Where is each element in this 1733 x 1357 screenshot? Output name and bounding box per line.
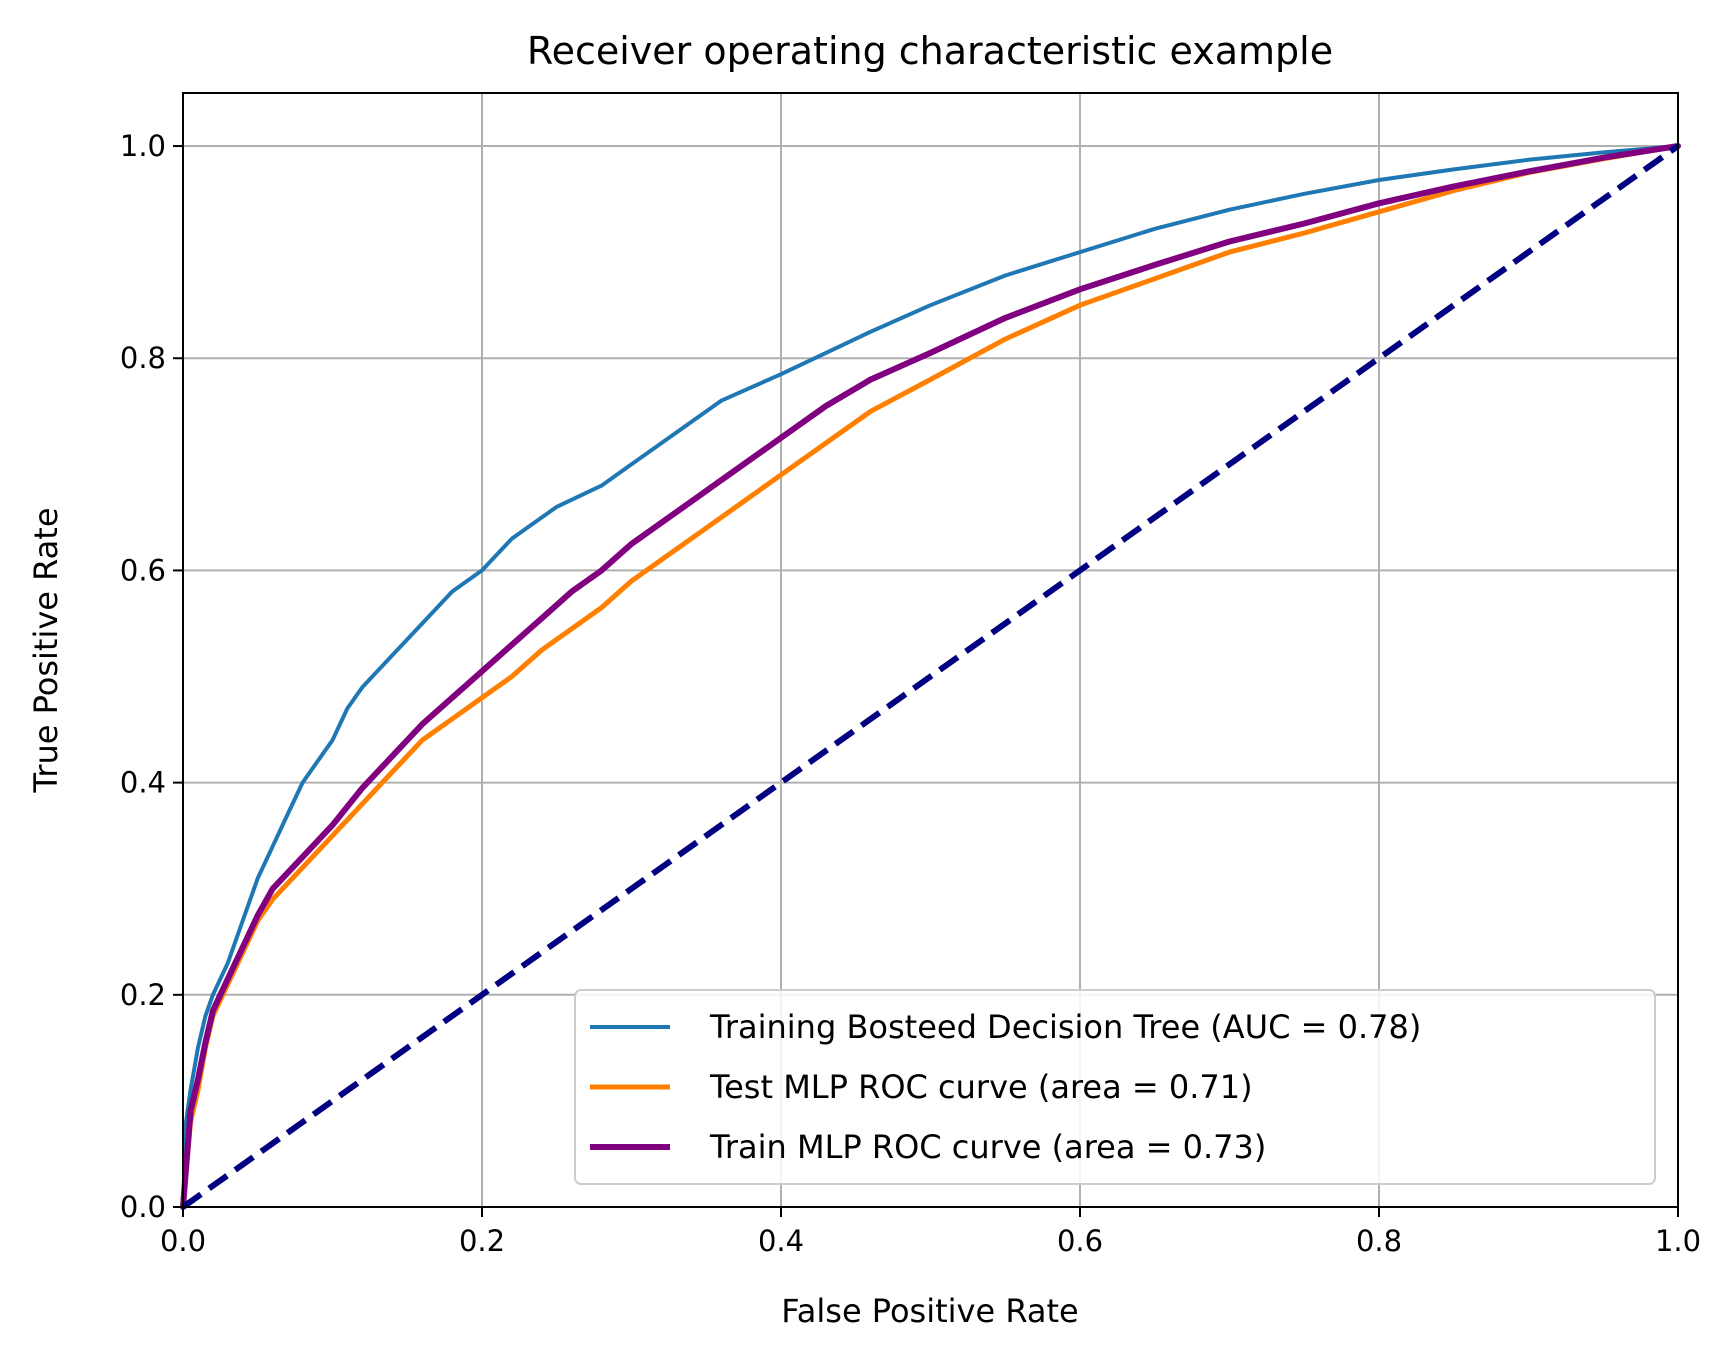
legend-label: Test MLP ROC curve (area = 0.71) xyxy=(709,1068,1253,1106)
chance-diagonal-line xyxy=(181,143,1680,1210)
y-tick-label: 1.0 xyxy=(120,129,166,163)
legend-box xyxy=(574,989,1656,1185)
series-line-0 xyxy=(181,144,1680,1209)
series-layer xyxy=(180,143,1681,1210)
x-tick-label: 0.8 xyxy=(1356,1224,1402,1258)
x-tick-label: 0.0 xyxy=(160,1224,206,1258)
x-tick-label: 0.4 xyxy=(758,1224,804,1258)
y-tick-label: 0.4 xyxy=(120,766,166,800)
y-tick-label: 0.0 xyxy=(120,1190,166,1224)
grid-lines xyxy=(182,93,1679,1208)
x-tick-label: 1.0 xyxy=(1655,1224,1701,1258)
x-tick-label: 0.2 xyxy=(459,1224,505,1258)
y-axis-label: True Positive Rate xyxy=(27,507,65,793)
y-tick-label: 0.6 xyxy=(120,553,166,587)
legend-label: Train MLP ROC curve (area = 0.73) xyxy=(709,1128,1266,1166)
axis-ticks: 0.0 0.2 0.4 0.6 0.8 1.0 0.0 0.2 0.4 0.6 0.8 1.0 xyxy=(120,129,1701,1258)
y-tick-label: 0.2 xyxy=(120,978,166,1012)
x-axis-label: False Positive Rate xyxy=(781,1292,1078,1330)
y-tick-label: 0.8 xyxy=(120,341,166,375)
plot-frame xyxy=(182,92,1679,1208)
chart-title: Receiver operating characteristic exampl… xyxy=(527,29,1333,73)
x-tick-label: 0.6 xyxy=(1057,1224,1103,1258)
legend: Training Bosteed Decision Tree (AUC = 0.… xyxy=(574,989,1656,1185)
series-line-2 xyxy=(180,143,1681,1210)
legend-label: Training Bosteed Decision Tree (AUC = 0.… xyxy=(709,1008,1421,1046)
